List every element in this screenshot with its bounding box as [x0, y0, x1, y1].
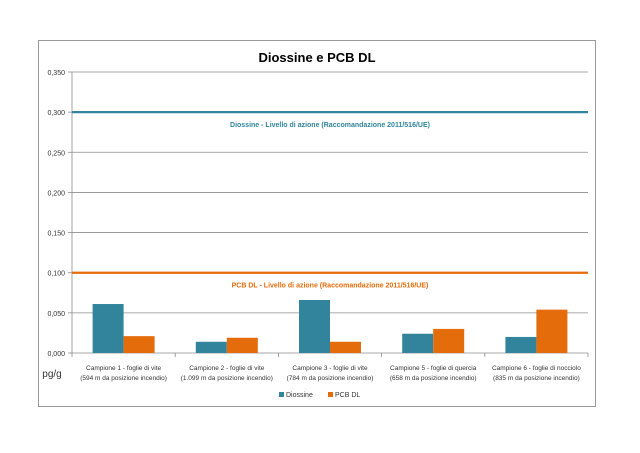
- legend-label: PCB DL: [335, 392, 360, 399]
- bar-pcb-dl: [123, 336, 155, 353]
- bar-diossine: [195, 341, 227, 353]
- x-tick-label: (1.099 m da posizione incendio): [181, 375, 273, 382]
- y-tick-label: 0,350: [47, 70, 65, 77]
- bar-pcb-dl: [433, 328, 465, 353]
- bar-pcb-dl: [330, 341, 361, 353]
- x-tick-label: Campione 5 - foglie di quercia: [390, 365, 477, 372]
- y-tick-label: 0,100: [47, 271, 65, 278]
- y-tick-label: 0,250: [47, 150, 65, 157]
- bar-diossine: [92, 304, 124, 353]
- x-tick-label: (784 m da posizione incendio): [287, 375, 374, 382]
- x-tick-label: Campione 3 - foglie di vite: [292, 365, 368, 372]
- x-tick-label: Campione 2 - foglie di vite: [189, 365, 265, 372]
- bar-pcb-dl: [226, 337, 258, 353]
- bar-diossine: [505, 336, 537, 353]
- x-tick-label: Campione 6 - foglie di nocciolo: [492, 365, 581, 372]
- x-tick-label: (835 m da posizione incendio): [493, 375, 580, 382]
- x-tick-label: (658 m da posizione incendio): [390, 375, 477, 382]
- bar-diossine: [402, 333, 434, 353]
- y-tick-label: 0,300: [47, 110, 65, 117]
- y-axis-label: pg/g: [42, 369, 61, 380]
- bar-pcb-dl: [536, 309, 568, 353]
- y-tick-label: 0,000: [47, 351, 65, 358]
- y-tick-label: 0,200: [47, 190, 65, 197]
- legend-swatch: [279, 392, 284, 397]
- legend-label: Diossine: [286, 392, 313, 399]
- y-tick-label: 0,050: [47, 311, 65, 318]
- x-tick-label: (594 m da posizione incendio): [80, 375, 167, 382]
- reference-line-label: Diossine - Livello di azione (Raccomanda…: [230, 122, 430, 129]
- legend-swatch: [328, 392, 333, 397]
- reference-line-label: PCB DL - Livello di azione (Raccomandazi…: [232, 283, 429, 290]
- y-tick-label: 0,150: [47, 231, 65, 238]
- x-tick-label: Campione 1 - foglie di vite: [86, 365, 162, 372]
- chart-title: Diossine e PCB DL: [258, 50, 375, 65]
- bar-diossine: [299, 300, 330, 353]
